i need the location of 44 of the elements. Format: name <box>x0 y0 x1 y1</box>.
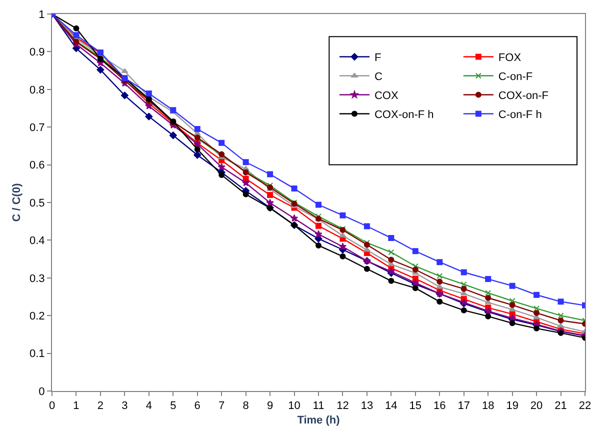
x-tick-label: 15 <box>409 400 422 412</box>
x-tick-label: 20 <box>530 400 543 412</box>
x-tick-label: 9 <box>266 400 274 412</box>
x-tick-label: 3 <box>122 400 128 412</box>
y-tick-label: 0.9 <box>30 46 45 59</box>
x-tick-label: 16 <box>434 400 446 412</box>
y-tick-label: 0.2 <box>30 310 45 322</box>
x-tick-label: 19 <box>506 400 518 412</box>
y-tick-label: 0.7 <box>30 122 45 134</box>
x-axis-title: Time (h) <box>297 414 340 426</box>
legend-label: F <box>374 52 382 64</box>
legend-label: COX <box>374 90 399 102</box>
legend-label: COX-on-F h <box>374 109 434 122</box>
legend-label: C-on-F <box>498 71 533 84</box>
y-tick-label: 0.8 <box>30 84 45 96</box>
legend-label: C <box>374 71 382 84</box>
legend-label: C-on-F h <box>498 109 542 122</box>
y-tick-label: 0.4 <box>30 235 45 248</box>
x-tick-label: 18 <box>482 400 494 412</box>
y-tick-label: 0.1 <box>30 348 45 360</box>
y-tick-label: 1 <box>38 8 45 21</box>
x-tick-label: 12 <box>336 400 349 412</box>
x-tick-label: 6 <box>194 400 200 412</box>
x-tick-label: 2 <box>97 400 104 412</box>
x-tick-label: 1 <box>73 400 80 412</box>
x-tick-label: 8 <box>242 400 249 412</box>
x-tick-label: 0 <box>48 400 56 412</box>
y-tick-label: 0 <box>38 386 45 398</box>
y-tick-label: 0.5 <box>30 197 45 210</box>
x-tick-label: 5 <box>170 400 176 412</box>
y-axis-title: C / C(0) <box>11 182 24 222</box>
legend-label: FOX <box>498 52 522 64</box>
legend-label: COX-on-F <box>498 90 549 102</box>
x-tick-label: 7 <box>218 400 225 412</box>
y-tick-label: 0.3 <box>30 272 45 285</box>
x-tick-label: 13 <box>360 400 374 412</box>
x-tick-label: 11 <box>312 400 324 412</box>
x-tick-label: 17 <box>458 400 470 412</box>
x-tick-label: 14 <box>385 400 398 412</box>
x-tick-label: 10 <box>288 400 300 412</box>
y-tick-label: 0.6 <box>30 160 45 172</box>
x-tick-label: 21 <box>554 400 567 412</box>
x-tick-label: 4 <box>146 400 152 412</box>
x-tick-label: 22 <box>578 400 592 412</box>
